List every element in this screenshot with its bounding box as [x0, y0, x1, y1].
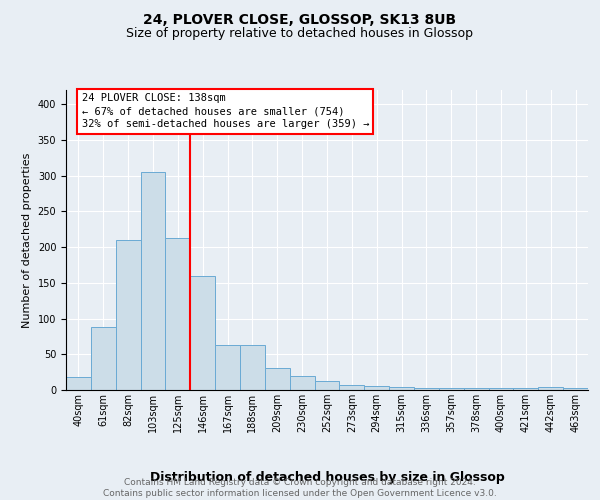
Bar	[563, 388, 588, 390]
Bar	[364, 386, 389, 390]
Text: Size of property relative to detached houses in Glossop: Size of property relative to detached ho…	[127, 28, 473, 40]
X-axis label: Distribution of detached houses by size in Glossop: Distribution of detached houses by size …	[149, 471, 505, 484]
Bar	[488, 388, 514, 390]
Bar	[91, 327, 116, 390]
Bar	[190, 276, 215, 390]
Text: Contains HM Land Registry data © Crown copyright and database right 2024.
Contai: Contains HM Land Registry data © Crown c…	[103, 478, 497, 498]
Bar	[240, 345, 265, 390]
Text: 24 PLOVER CLOSE: 138sqm
← 67% of detached houses are smaller (754)
32% of semi-d: 24 PLOVER CLOSE: 138sqm ← 67% of detache…	[82, 93, 369, 130]
Bar	[514, 388, 538, 390]
Bar	[439, 388, 464, 390]
Bar	[464, 388, 488, 390]
Bar	[116, 240, 140, 390]
Bar	[215, 345, 240, 390]
Bar	[166, 238, 190, 390]
Y-axis label: Number of detached properties: Number of detached properties	[22, 152, 32, 328]
Bar	[265, 368, 290, 390]
Bar	[389, 387, 414, 390]
Bar	[290, 376, 314, 390]
Text: 24, PLOVER CLOSE, GLOSSOP, SK13 8UB: 24, PLOVER CLOSE, GLOSSOP, SK13 8UB	[143, 12, 457, 26]
Bar	[414, 388, 439, 390]
Bar	[314, 380, 340, 390]
Bar	[140, 172, 166, 390]
Bar	[66, 377, 91, 390]
Bar	[340, 385, 364, 390]
Bar	[538, 387, 563, 390]
